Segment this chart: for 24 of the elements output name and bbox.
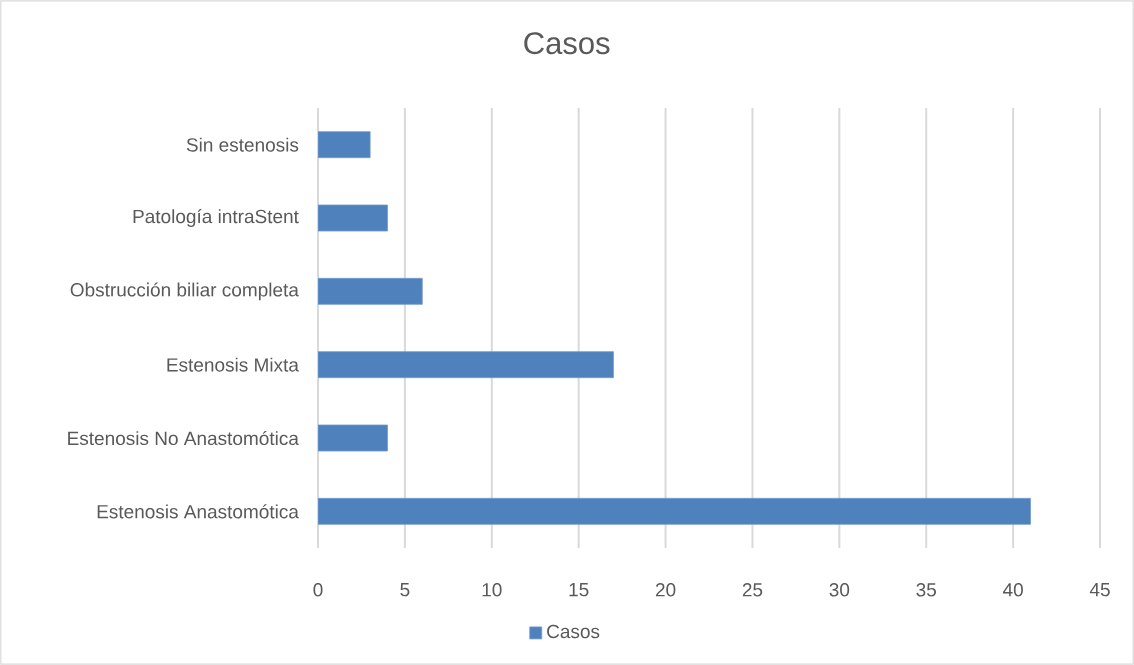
x-tick-label: 15: [569, 583, 589, 597]
y-tick-label: Obstrucción biliar completa: [70, 282, 299, 301]
bar: [318, 277, 423, 305]
x-tick-label: 30: [829, 583, 850, 597]
y-tick-label: Patología intraStent: [133, 209, 299, 227]
y-tick-label: Sin estenosis: [186, 137, 299, 152]
bar: [318, 424, 388, 452]
x-tick-label: 5: [400, 583, 410, 597]
y-tick-label: Estenosis Mixta: [167, 357, 299, 372]
y-tick-label: Estenosis Anastomótica: [97, 504, 299, 519]
x-tick-label: 40: [1002, 583, 1023, 597]
bar: [318, 131, 371, 159]
bar: [318, 351, 614, 379]
bar: [318, 204, 388, 232]
legend-label: Casos: [547, 624, 600, 639]
chart-title: Casos: [524, 32, 610, 55]
x-tick-label: 25: [742, 583, 763, 597]
x-tick-label: 20: [655, 583, 676, 597]
x-tick-label: 10: [482, 583, 502, 597]
x-tick-label: 35: [916, 583, 937, 597]
y-tick-label: Estenosis No Anastomótica: [68, 430, 299, 446]
x-tick-label: 0: [313, 583, 323, 597]
bar: [318, 497, 1031, 525]
x-tick-label: 45: [1089, 583, 1110, 597]
